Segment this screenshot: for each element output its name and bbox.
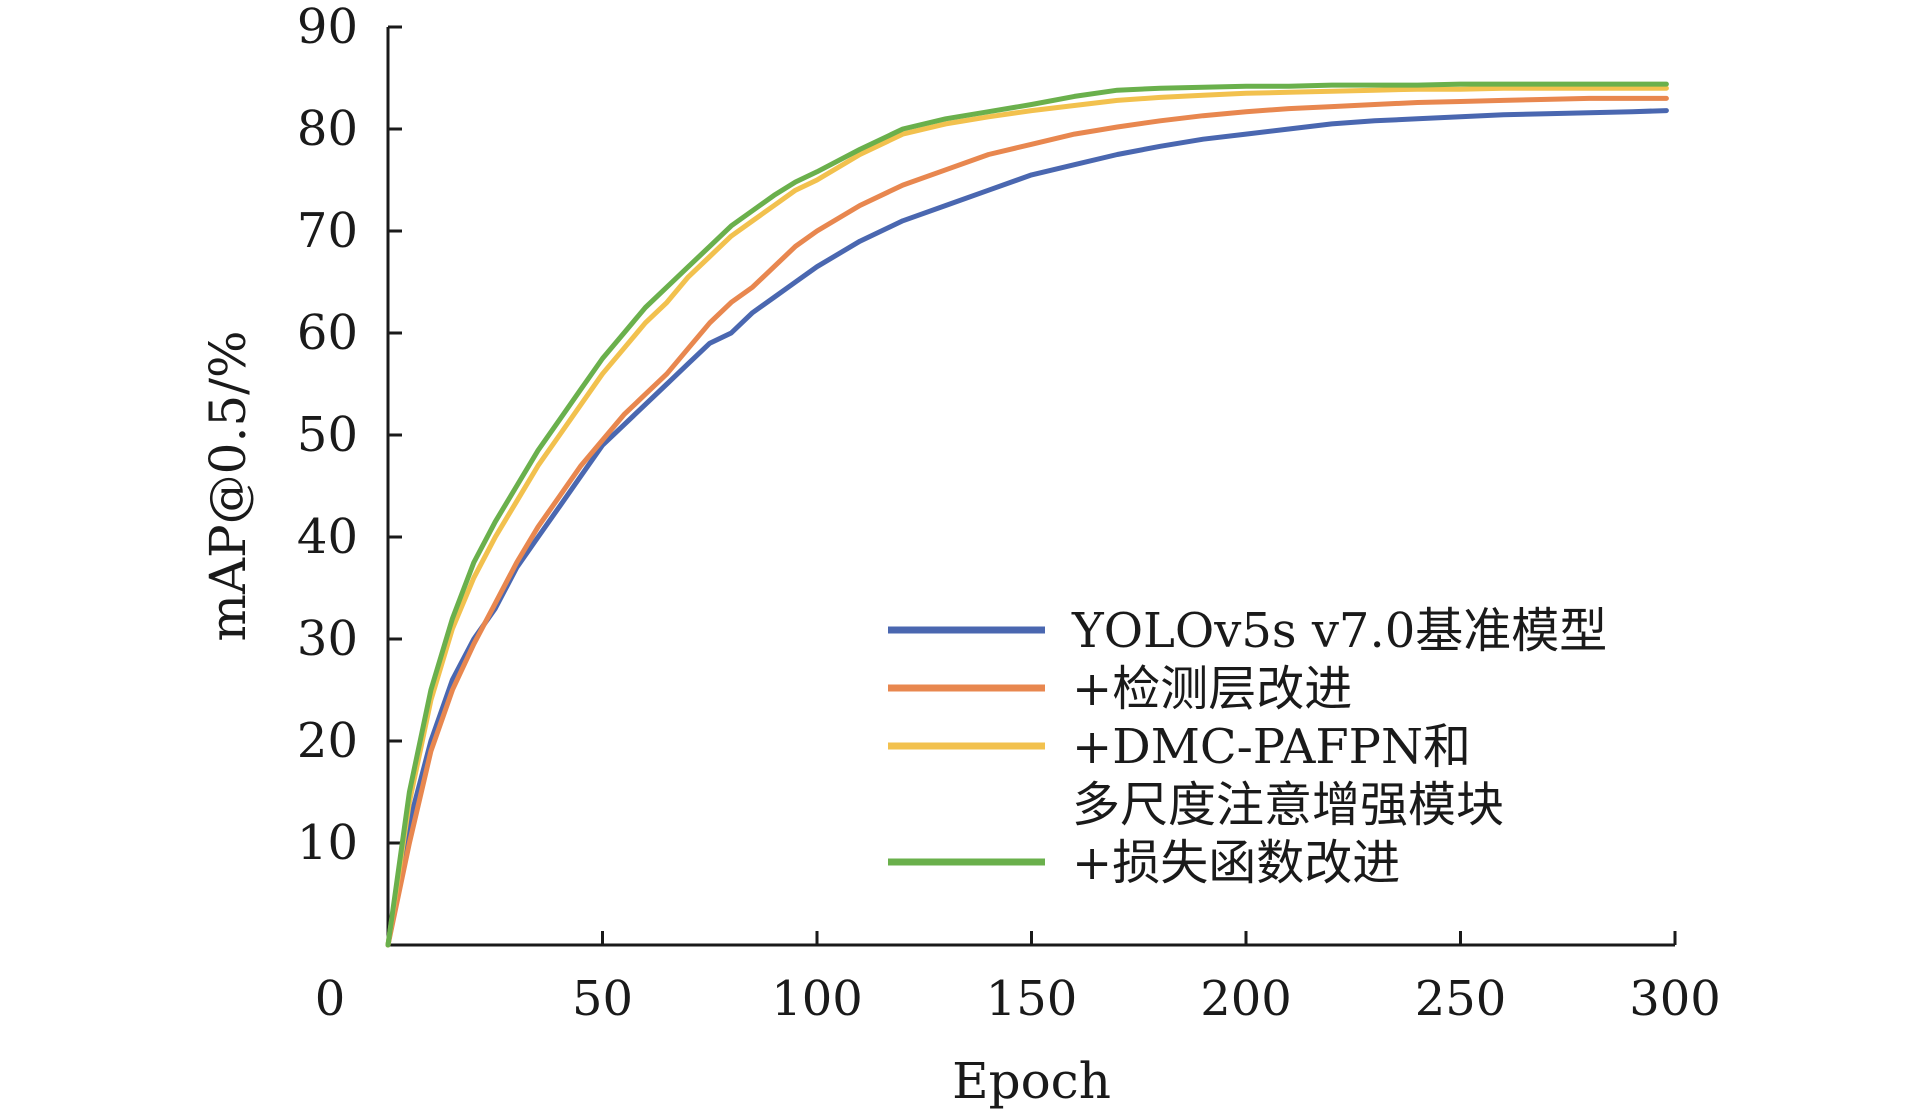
y-tick-label: 70	[297, 203, 358, 259]
x-tick-label: 250	[1415, 971, 1507, 1027]
y-tick-label: 50	[297, 407, 358, 463]
y-tick-label: 30	[297, 611, 358, 667]
x-tick-label: 100	[771, 971, 863, 1027]
x-tick-label: 200	[1200, 971, 1292, 1027]
legend-label-2: +检测层改进	[1072, 661, 1352, 717]
chart-series	[385, 81, 1669, 948]
x-tick-label: 300	[1629, 971, 1721, 1027]
y-tick-label: 20	[297, 713, 358, 769]
x-tick-label: 150	[986, 971, 1078, 1027]
x-tick-label: 50	[572, 971, 633, 1027]
legend-label-4: +损失函数改进	[1072, 835, 1400, 891]
y-tick-label: 80	[297, 101, 358, 157]
legend-label-3: +DMC-PAFPN和	[1072, 719, 1471, 775]
x-tick-label: 0	[315, 971, 346, 1027]
series-line-1	[385, 108, 1669, 948]
x-axis-title: Epoch	[952, 1052, 1111, 1110]
series-line-4	[385, 81, 1669, 948]
y-axis-ticks: 10 20 30 40 50 60 70 80 90	[297, 0, 402, 871]
series-line-2	[385, 95, 1669, 948]
legend-label-1: YOLOv5s v7.0基准模型	[1071, 603, 1607, 659]
series-line-3	[385, 85, 1669, 948]
y-tick-label: 90	[297, 0, 358, 55]
y-tick-label: 40	[297, 509, 358, 565]
x-axis-ticks: 0 50 100 150 200 250 300	[315, 931, 1721, 1027]
y-tick-label: 60	[297, 305, 358, 361]
chart-legend: YOLOv5s v7.0基准模型+检测层改进+DMC-PAFPN和多尺度注意增强…	[888, 603, 1607, 891]
legend-label-3: 多尺度注意增强模块	[1072, 777, 1504, 833]
y-axis-title: mAP@0.5/%	[199, 330, 257, 641]
y-tick-label: 10	[297, 815, 358, 871]
